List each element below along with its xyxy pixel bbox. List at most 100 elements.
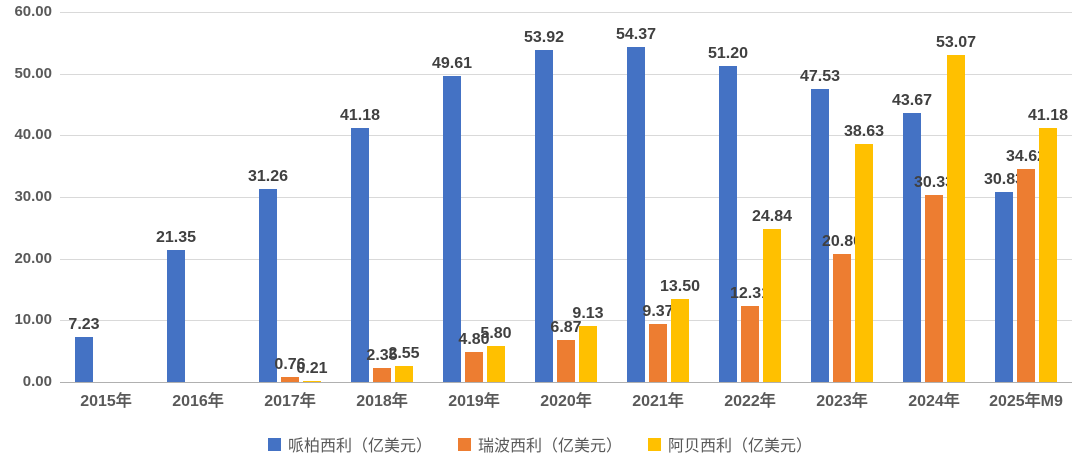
data-label: 9.37 [642,303,674,321]
data-label: 5.80 [480,325,512,343]
data-label: 20.80 [821,232,863,250]
category-group: 41.18 2.35 2.55 [336,12,428,382]
legend: 哌柏西利（亿美元） 瑞波西利（亿美元） 阿贝西利（亿美元） [0,432,1080,456]
bar [373,367,391,382]
legend-swatch-icon [267,437,281,451]
legend-label: 瑞波西利（亿美元） [477,438,622,455]
data-label: 31.26 [247,168,289,186]
data-label: 47.53 [799,67,841,85]
bar [351,128,369,382]
x-tick-label: 2018年 [356,393,408,410]
data-label: 34.62 [1005,147,1047,165]
x-tick-label: 2025年M9 [989,393,1063,410]
bar [465,352,483,382]
bar [1039,128,1057,382]
bar [947,54,965,382]
category-group: 54.37 9.37 13.50 [612,12,704,382]
x-tick-label: 2017年 [264,393,316,410]
data-label: 53.92 [523,28,565,46]
bar [557,339,575,382]
bar [719,66,737,382]
data-label: 51.20 [707,45,749,63]
bar [763,228,781,382]
bar [903,112,921,382]
y-tick-label: 20.00 [14,249,52,267]
data-label: 30.83 [983,170,1025,188]
category-group: 47.53 20.80 38.63 [796,12,888,382]
x-axis: 2015年 2016年 2017年 2018年 2019年 2020年 2021年 2022年… [60,390,1072,414]
bar [925,194,943,382]
x-tick-label: 2021年 [632,393,684,410]
bar [671,298,689,382]
x-tick-label: 2024年 [908,393,960,410]
data-label: 2.35 [366,346,398,364]
bar [811,88,829,382]
category-group: 51.20 12.31 24.84 [704,12,796,382]
y-tick-label: 30.00 [14,188,52,205]
x-tick-label: 2015年 [80,393,132,410]
data-label: 9.13 [572,304,604,322]
data-label: 30.33 [913,173,955,191]
bar [995,191,1013,382]
bar [649,324,667,382]
gridline [60,73,1072,75]
data-label: 24.84 [751,207,793,225]
data-label: 2.55 [388,345,420,363]
legend-item: 哌柏西利（亿美元） [267,432,432,456]
gridline [60,320,1072,322]
bar [579,325,597,382]
x-tick-label: 2020年 [540,393,592,410]
category-group: 30.83 34.62 41.18 [980,12,1072,382]
x-tick-label: 2019年 [448,393,500,410]
bar [75,337,93,382]
legend-label: 阿贝西利（亿美元） [668,438,813,455]
bar [167,250,185,382]
y-tick-label: 0.00 [22,373,52,390]
plot-area: 7.23 21.35 31.26 0.76 0.21 41.18 2.35 2.55 49.61… [60,12,1072,383]
gridline [60,12,1072,13]
category-group: 21.35 [152,12,244,382]
data-label: 43.67 [891,91,933,109]
category-group: 31.26 0.76 0.21 [244,12,336,382]
data-label: 41.18 [339,107,381,125]
data-label: 21.35 [155,229,197,247]
legend-item: 瑞波西利（亿美元） [457,432,622,456]
gridline [60,258,1072,260]
data-label: 0.76 [274,356,306,374]
data-label: 6.87 [550,318,582,336]
bar [833,253,851,382]
y-tick-label: 60.00 [14,3,52,20]
y-tick-label: 10.00 [14,311,52,329]
bar [1017,168,1035,382]
x-tick-label: 2023年 [816,393,868,410]
data-label: 13.50 [659,277,701,295]
bar [281,377,299,382]
category-group: 43.67 30.33 53.07 [888,12,980,382]
legend-swatch-icon [648,437,661,451]
legend-swatch-icon [457,437,471,451]
data-label: 41.18 [1027,107,1069,125]
bar [627,46,645,382]
data-label: 38.63 [843,122,885,140]
bar [487,346,505,382]
category-group: 53.92 6.87 9.13 [520,12,612,382]
legend-item: 阿贝西利（亿美元） [648,432,812,456]
y-tick-label: 40.00 [14,126,52,144]
bar [395,366,413,382]
data-label: 0.21 [296,359,328,377]
data-label: 54.37 [615,25,657,43]
bar [259,189,277,382]
bar [303,380,321,382]
y-tick-label: 50.00 [14,64,52,82]
data-label: 49.61 [431,55,473,73]
bar [855,143,873,382]
data-label: 7.23 [68,316,100,334]
bar [535,49,553,382]
x-axis-line [60,382,1072,383]
data-label: 12.31 [729,285,771,303]
gridline [60,135,1072,137]
x-tick-label: 2022年 [724,393,776,410]
data-label: 4.80 [458,331,490,349]
gridline [60,197,1072,198]
